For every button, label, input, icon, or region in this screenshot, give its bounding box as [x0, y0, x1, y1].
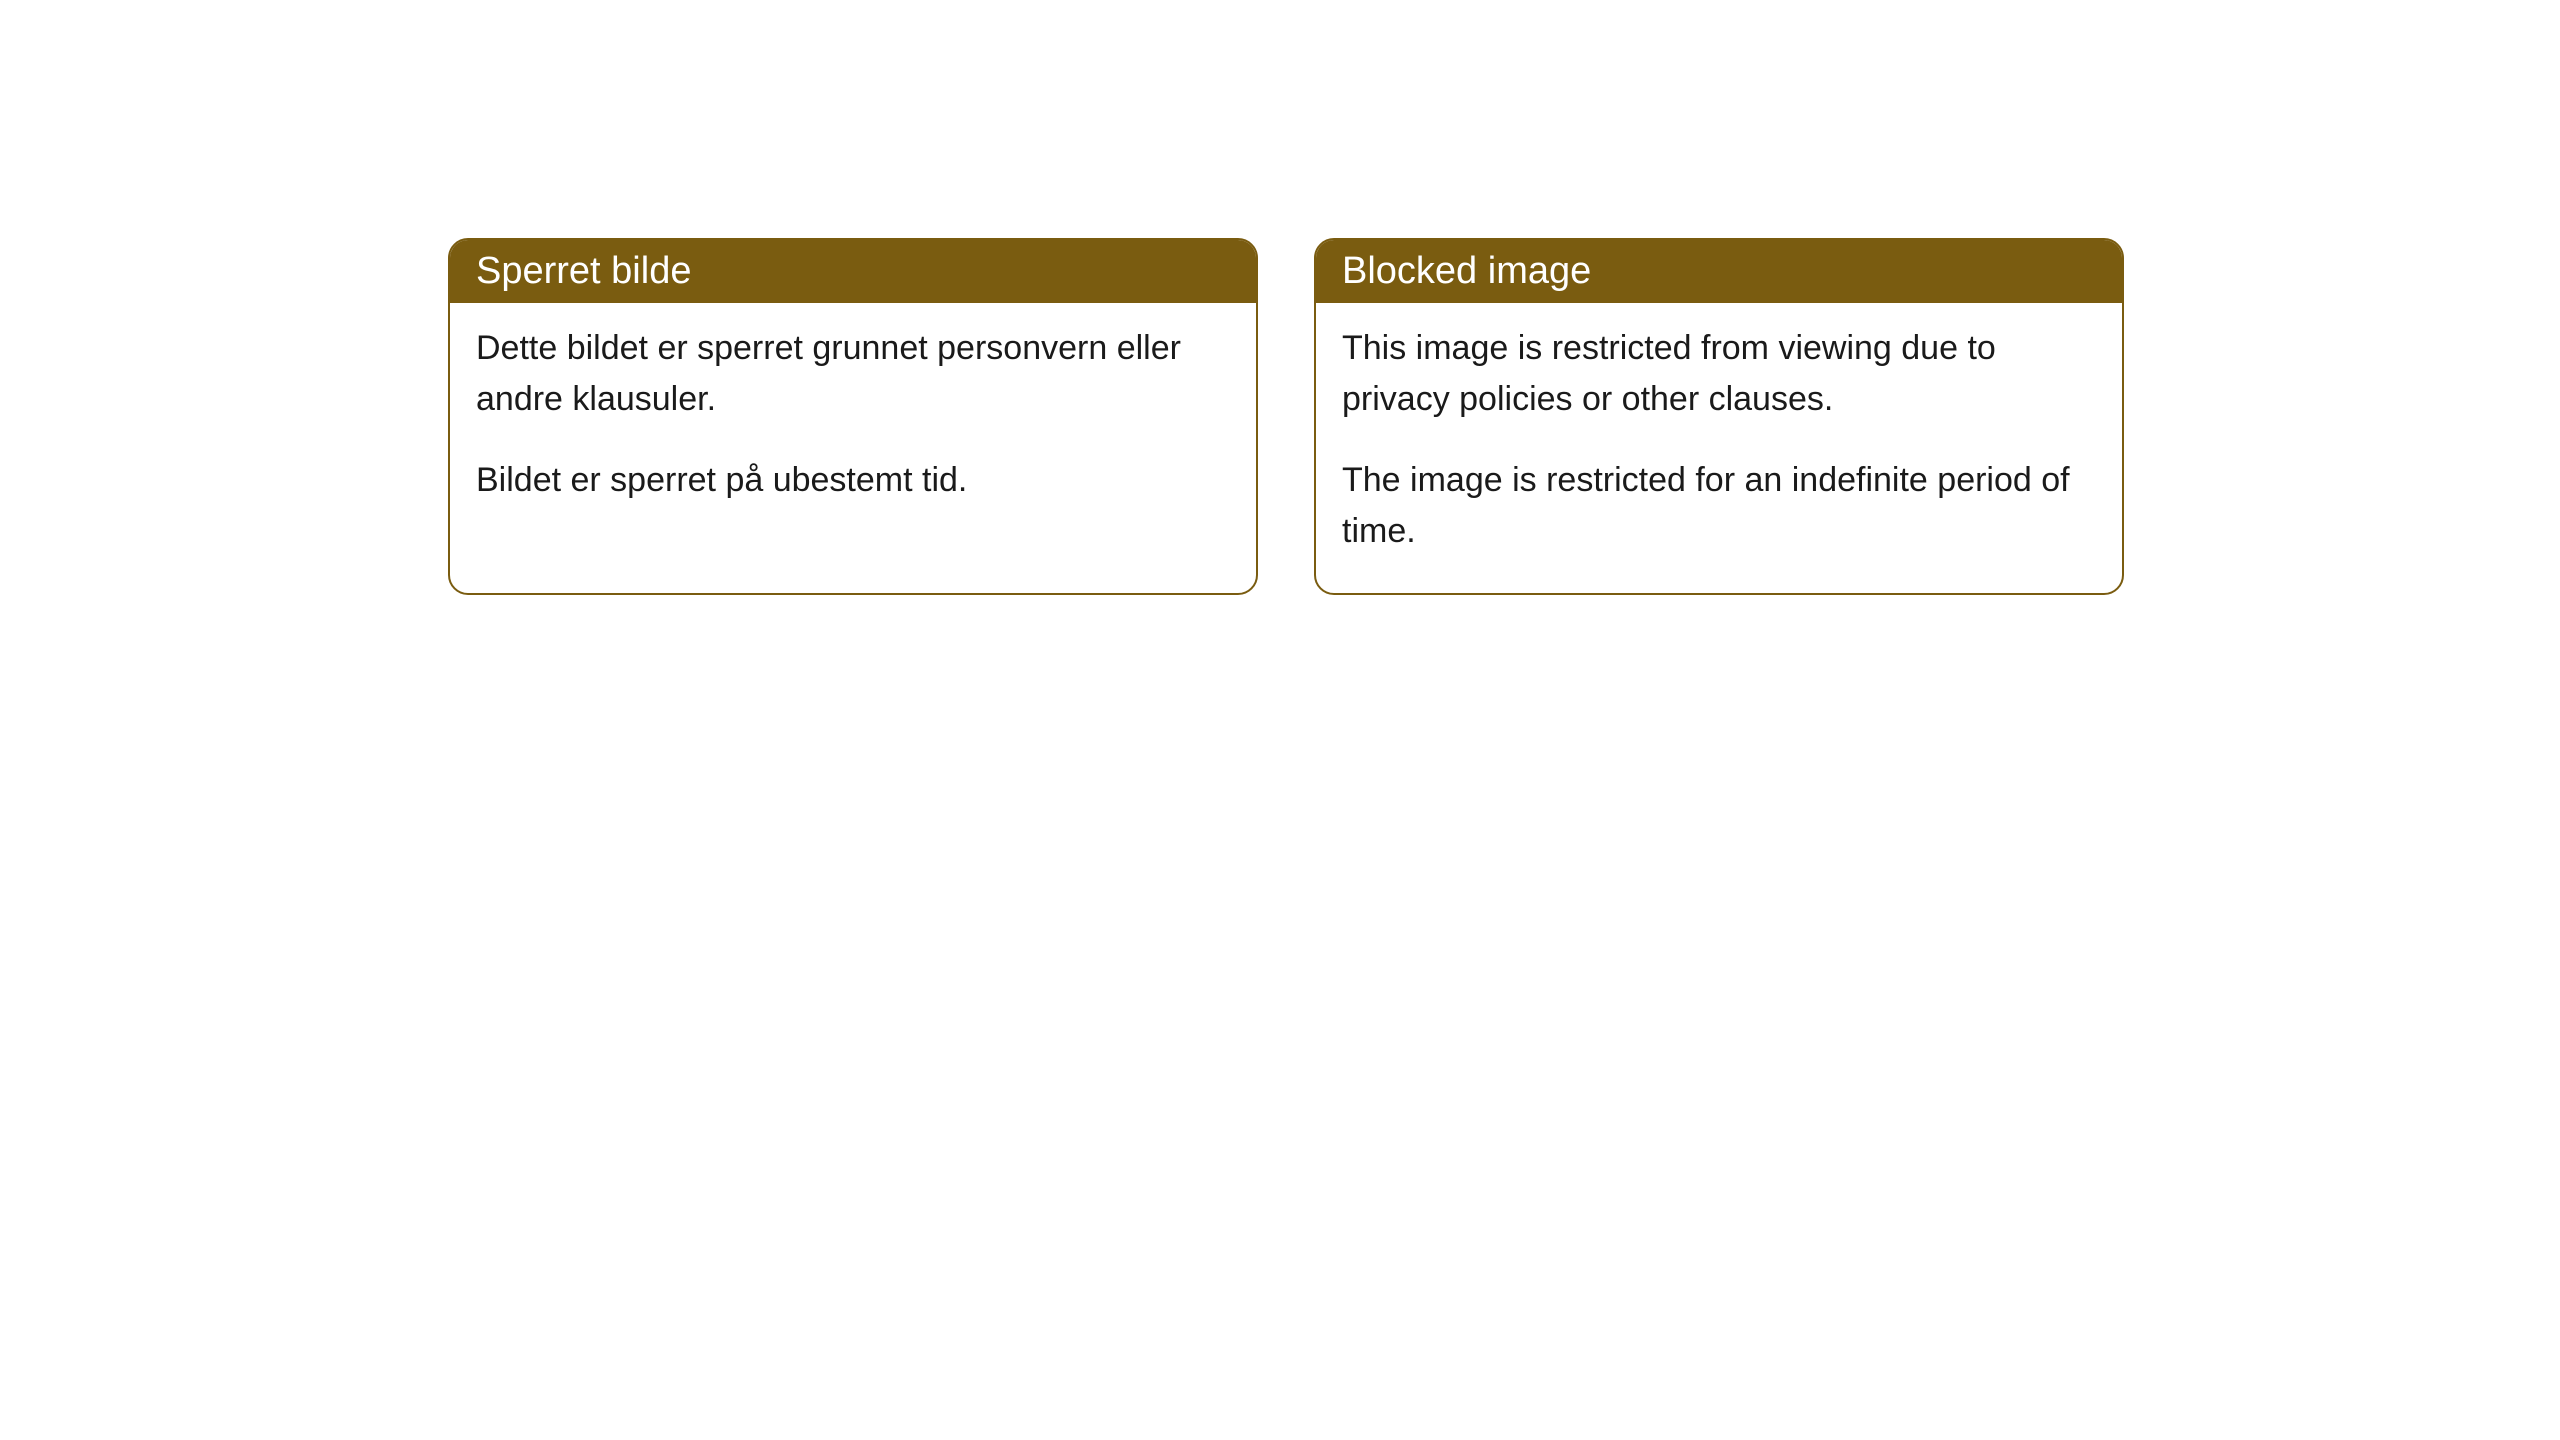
card-paragraph: This image is restricted from viewing du…	[1342, 323, 2096, 425]
blocked-image-card-norwegian: Sperret bilde Dette bildet er sperret gr…	[448, 238, 1258, 595]
card-paragraph: Dette bildet er sperret grunnet personve…	[476, 323, 1230, 425]
card-title: Blocked image	[1316, 240, 2122, 303]
card-body: Dette bildet er sperret grunnet personve…	[450, 303, 1256, 542]
card-paragraph: Bildet er sperret på ubestemt tid.	[476, 455, 1230, 506]
blocked-image-card-english: Blocked image This image is restricted f…	[1314, 238, 2124, 595]
notice-cards-container: Sperret bilde Dette bildet er sperret gr…	[448, 238, 2124, 595]
card-title: Sperret bilde	[450, 240, 1256, 303]
card-paragraph: The image is restricted for an indefinit…	[1342, 455, 2096, 557]
card-body: This image is restricted from viewing du…	[1316, 303, 2122, 593]
